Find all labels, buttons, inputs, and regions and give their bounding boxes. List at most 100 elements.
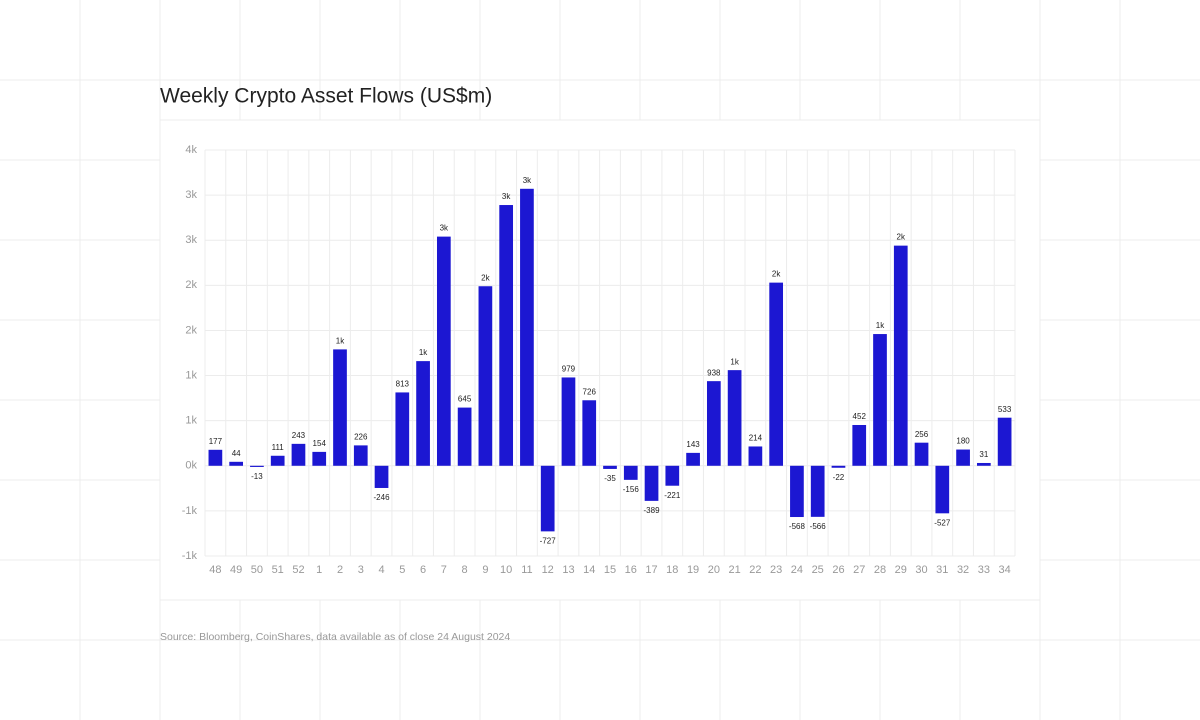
y-tick-label: -1k xyxy=(182,550,198,562)
data-label: -13 xyxy=(251,472,263,481)
y-tick-label: 1k xyxy=(185,369,197,381)
x-tick-label: 34 xyxy=(998,564,1010,576)
bar xyxy=(416,361,430,466)
bar xyxy=(935,465,950,514)
bar xyxy=(748,446,763,466)
data-label: -527 xyxy=(934,518,951,527)
data-label: 979 xyxy=(562,365,576,374)
bar xyxy=(790,465,804,518)
bar xyxy=(893,245,908,466)
bar xyxy=(250,465,264,467)
x-tick-label: 50 xyxy=(251,564,263,576)
source-note: Source: Bloomberg, CoinShares, data avai… xyxy=(160,631,510,643)
data-label: -566 xyxy=(810,522,827,531)
bar xyxy=(374,465,389,488)
x-tick-label: 4 xyxy=(378,564,384,576)
data-label: 2k xyxy=(481,273,490,282)
data-label: 154 xyxy=(313,439,327,448)
chart-title: Weekly Crypto Asset Flows (US$m) xyxy=(160,85,492,108)
y-tick-label: 2k xyxy=(185,279,197,291)
data-label: -35 xyxy=(604,474,616,483)
bar xyxy=(395,392,410,466)
data-label: 813 xyxy=(396,380,410,389)
x-tick-label: 26 xyxy=(832,564,844,576)
x-tick-label: 14 xyxy=(583,564,595,576)
x-tick-label: 10 xyxy=(500,564,512,576)
data-label: 180 xyxy=(956,437,970,446)
data-label: 1k xyxy=(419,348,428,357)
x-tick-label: 6 xyxy=(420,564,426,576)
data-label: 1k xyxy=(730,357,739,366)
data-label: 533 xyxy=(998,405,1012,414)
bar xyxy=(333,349,347,466)
data-label: 726 xyxy=(583,387,597,396)
data-label: 214 xyxy=(749,434,763,443)
y-tick-label: 4k xyxy=(185,144,197,156)
data-label: 226 xyxy=(354,432,368,441)
x-tick-label: 23 xyxy=(770,564,782,576)
data-label: 44 xyxy=(232,449,241,458)
bar xyxy=(810,465,825,517)
x-tick-label: 52 xyxy=(292,564,304,576)
x-tick-label: 5 xyxy=(399,564,405,576)
y-tick-label: 0k xyxy=(185,460,197,472)
bar xyxy=(603,465,617,469)
bar xyxy=(831,465,846,468)
x-tick-label: 48 xyxy=(209,564,221,576)
data-label: 143 xyxy=(686,440,700,449)
data-label: 177 xyxy=(209,437,223,446)
bar xyxy=(769,282,784,466)
bar xyxy=(270,455,285,466)
bar xyxy=(499,205,514,466)
x-tick-label: 22 xyxy=(749,564,761,576)
x-tick-label: 15 xyxy=(604,564,616,576)
bar xyxy=(208,449,223,466)
x-tick-label: 2 xyxy=(337,564,343,576)
x-tick-label: 1 xyxy=(316,564,322,576)
bar xyxy=(229,461,244,466)
y-tick-label: 3k xyxy=(185,189,197,201)
x-tick-label: 28 xyxy=(874,564,886,576)
bar xyxy=(644,465,659,501)
bar xyxy=(727,370,742,466)
bar xyxy=(623,465,638,480)
bar xyxy=(478,286,493,466)
x-tick-label: 3 xyxy=(358,564,364,576)
bar xyxy=(914,442,929,466)
data-label: -221 xyxy=(664,491,681,500)
data-label: -156 xyxy=(623,485,640,494)
bar xyxy=(956,449,970,466)
data-label: 1k xyxy=(876,321,885,330)
data-label: 452 xyxy=(853,412,867,421)
data-label: -568 xyxy=(789,522,806,531)
data-label: 645 xyxy=(458,395,472,404)
bar xyxy=(457,407,472,466)
x-tick-label: 33 xyxy=(978,564,990,576)
data-label: 31 xyxy=(979,450,988,459)
data-label: -22 xyxy=(833,473,845,482)
data-label: 938 xyxy=(707,368,721,377)
x-tick-label: 49 xyxy=(230,564,242,576)
bar xyxy=(686,452,700,466)
data-label: 256 xyxy=(915,430,929,439)
x-tick-label: 13 xyxy=(562,564,574,576)
x-tick-label: 25 xyxy=(812,564,824,576)
data-label: 1k xyxy=(336,337,345,346)
bar xyxy=(976,462,991,466)
data-label: -246 xyxy=(374,493,391,502)
x-tick-label: 32 xyxy=(957,564,969,576)
x-tick-label: 51 xyxy=(272,564,284,576)
x-tick-label: 30 xyxy=(915,564,927,576)
bar xyxy=(873,334,887,466)
x-tick-label: 12 xyxy=(542,564,554,576)
bar xyxy=(540,465,555,532)
x-tick-label: 17 xyxy=(645,564,657,576)
x-tick-label: 9 xyxy=(482,564,488,576)
bar xyxy=(312,451,327,466)
data-label: -727 xyxy=(540,536,557,545)
bar xyxy=(706,381,721,466)
bar xyxy=(520,188,534,466)
x-tick-label: 11 xyxy=(521,564,532,576)
